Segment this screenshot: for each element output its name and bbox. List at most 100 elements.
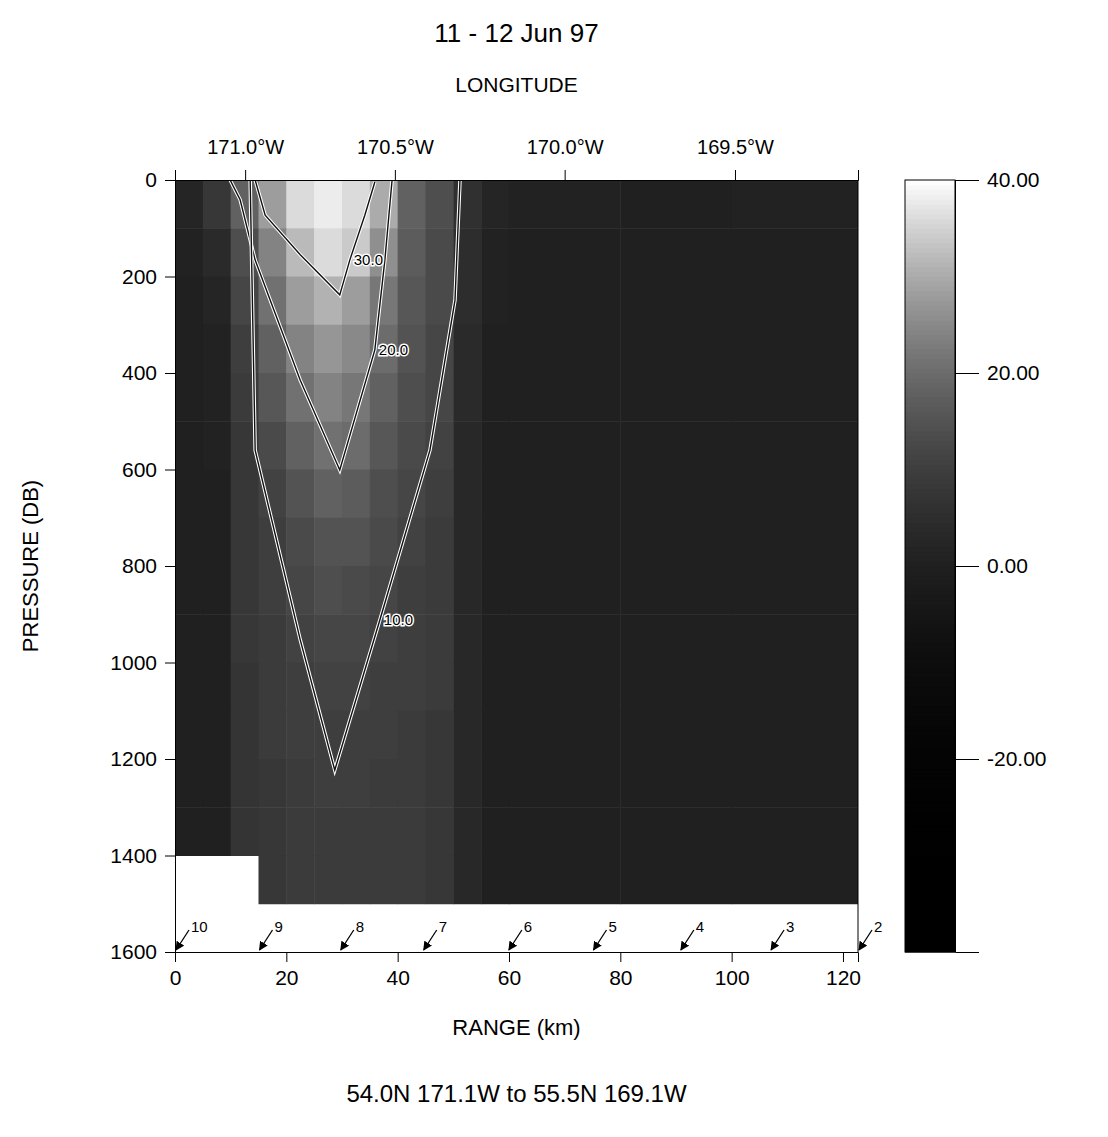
cell [509,421,621,470]
cell [425,180,453,229]
station-label: 3 [786,918,794,935]
cell [425,759,453,808]
cell [620,470,732,519]
cell [732,663,858,712]
cell [342,470,370,519]
tick-mark [732,952,733,962]
cell [620,807,732,856]
tick: 170.0°W [527,136,604,180]
cell [175,180,203,229]
chart: 30.020.010.00200400600800100012001400160… [0,0,1108,1137]
tick-mark [509,952,510,962]
tick-mark [395,170,396,180]
cell [481,228,509,277]
cell [453,277,481,326]
cell [620,711,732,760]
colorbar-axis: 40.0020.000.00-20.00 [955,168,1047,952]
tick-label: 1600 [110,940,157,963]
cell [370,518,398,567]
station-marker [593,930,606,950]
tick: 1200 [110,747,175,770]
cell [453,663,481,712]
cell [314,470,342,519]
cell [203,759,231,808]
cell [509,470,621,519]
tick-mark [165,663,175,664]
tick-label: 200 [122,265,157,288]
tick-mark [165,277,175,278]
contour [250,180,460,770]
cell [175,421,203,470]
tick-mark [565,170,566,180]
cell [732,566,858,615]
cell [620,228,732,277]
station-label: 10 [191,918,208,935]
cell [175,518,203,567]
cell [732,518,858,567]
cell [398,759,426,808]
tick-label: 170.0°W [527,136,604,158]
tick-mark [165,373,175,374]
cell [732,711,858,760]
cell [203,180,231,229]
cell [453,325,481,374]
station-label: 9 [274,918,282,935]
stations: 1098765432 [176,918,882,950]
top-axis-line [176,170,859,181]
cell [425,228,453,277]
cell [620,277,732,326]
cell [258,373,286,422]
top-axis-title: LONGITUDE [455,73,578,96]
cell [732,228,858,277]
cell [398,277,426,326]
cell [425,277,453,326]
y-axis: 02004006008001000120014001600 [110,168,175,963]
cell [342,277,370,326]
cell [231,759,259,808]
frame-right [858,180,859,952]
title: 11 - 12 Jun 97 [434,18,598,48]
contour [255,180,375,295]
cell [258,663,286,712]
tick-label: 400 [122,361,157,384]
contour-label: 10.0 [384,611,413,628]
cell [453,807,481,856]
tick-label: 20.00 [987,361,1040,384]
cell [286,759,314,808]
cell [481,663,509,712]
cell [258,566,286,615]
cell [286,566,314,615]
tick: 40 [386,952,409,989]
tick-mark [165,856,175,857]
cell [453,711,481,760]
cell [314,325,342,374]
tick: 169.5°W [697,136,774,180]
tick-mark [165,566,175,567]
cell [732,421,858,470]
cell [370,711,398,760]
cell [342,759,370,808]
cell [425,663,453,712]
tick: 60 [498,952,521,989]
cell [231,614,259,663]
cell [453,566,481,615]
cell [175,807,203,856]
cell [342,856,370,905]
station-label: 7 [439,918,447,935]
cell [314,566,342,615]
cell [425,614,453,663]
tick-label: 0 [145,168,157,191]
cell [509,614,621,663]
cell [509,228,621,277]
cell [509,663,621,712]
cell [732,470,858,519]
cell [509,180,621,229]
cell [342,180,370,229]
cell [370,373,398,422]
tick-mark [175,952,176,962]
cell [453,518,481,567]
cell [481,421,509,470]
cell [620,421,732,470]
tick: 600 [122,458,175,481]
cell [314,518,342,567]
